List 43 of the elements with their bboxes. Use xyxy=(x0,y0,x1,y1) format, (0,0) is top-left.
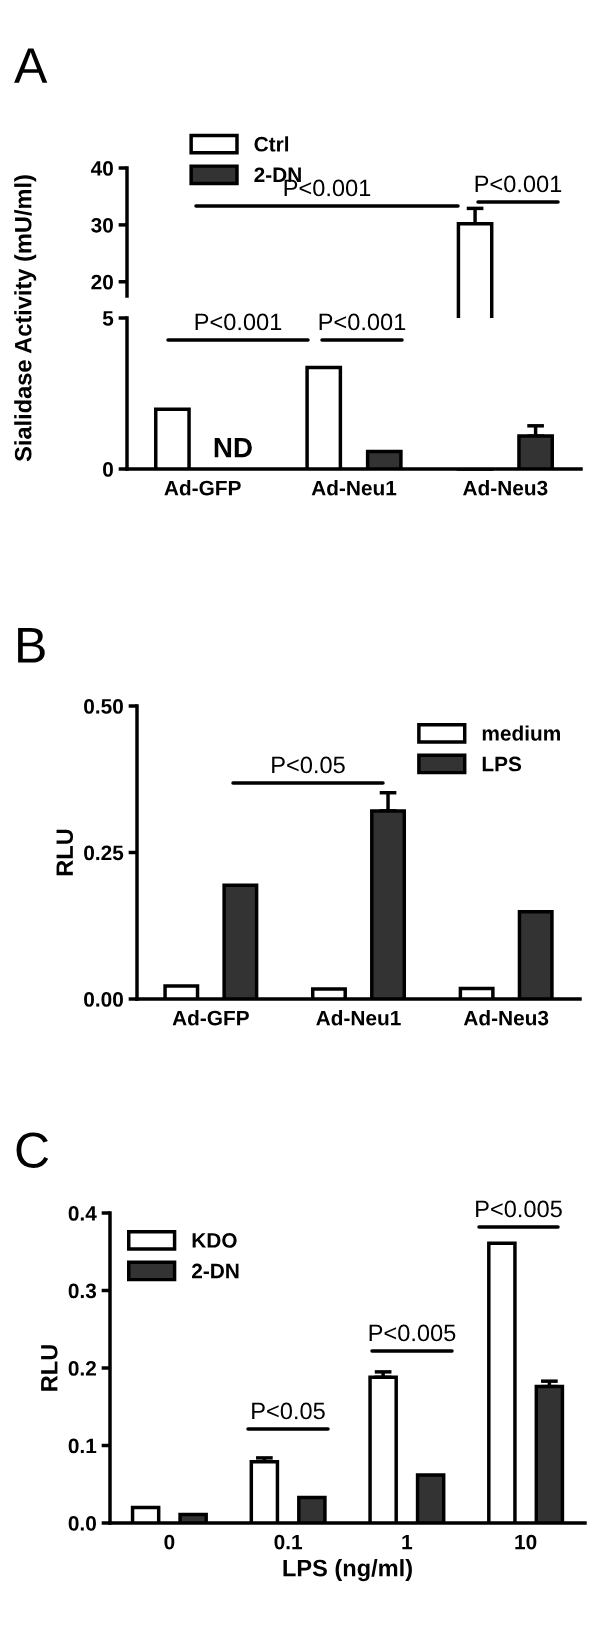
y-axis-title: Sialidase Activity (mU/ml) xyxy=(14,175,37,462)
y-tick-label: 5 xyxy=(102,311,114,326)
x-tick-label: 10 xyxy=(515,1534,537,1550)
text: ND xyxy=(214,438,252,458)
y-tick-label: 0.2 xyxy=(68,1361,96,1376)
x-tick-label: Ad-Neu3 xyxy=(463,480,548,496)
y-tick-label: 0.00 xyxy=(84,992,123,1007)
x-tick-label: 0 xyxy=(164,1534,175,1550)
chart-title: B xyxy=(18,628,45,663)
legend-label: LPS xyxy=(482,756,522,772)
x-tick-label: 0.1 xyxy=(274,1534,303,1550)
annotation: P<0.001 xyxy=(319,313,406,331)
y-tick-label: 0.25 xyxy=(84,845,124,861)
chart-title: C xyxy=(16,1132,49,1168)
x-tick-label: Ad-Neu1 xyxy=(311,480,397,496)
x-tick-label: Ad-Neu3 xyxy=(463,1010,549,1026)
annotation: P<0.005 xyxy=(476,1200,562,1218)
legend-label: Ctrl xyxy=(254,136,289,152)
y-tick-label: 40 xyxy=(90,161,113,176)
annotation: P<0.001 xyxy=(195,313,282,331)
annotation: P<0.05 xyxy=(252,1402,325,1420)
annotation: P<0.001 xyxy=(475,175,562,193)
y-axis-title: RLU xyxy=(41,1345,58,1391)
annotation: P<0.05 xyxy=(272,756,345,774)
legend-label: KDO xyxy=(192,1233,237,1248)
y-tick-label: 0 xyxy=(103,462,113,477)
y-tick-label: 0.50 xyxy=(84,699,123,714)
legend-label: 2-DN xyxy=(191,1263,239,1279)
y-tick-label: 30 xyxy=(91,217,113,233)
y-axis-title: RLU xyxy=(56,829,74,876)
y-tick-label: 0.0 xyxy=(68,1516,96,1531)
annotation: P<0.005 xyxy=(369,1324,456,1342)
legend-label: medium xyxy=(482,725,560,741)
x-tick-label: 1 xyxy=(402,1534,413,1550)
y-tick-label: 0.3 xyxy=(68,1283,97,1299)
x-tick-label: Ad-GFP xyxy=(172,1010,249,1026)
y-tick-label: 0.4 xyxy=(68,1206,97,1221)
x-axis-title: LPS (ng/ml) xyxy=(283,1559,412,1582)
x-tick-label: Ad-GFP xyxy=(164,480,241,496)
chart-title: A xyxy=(14,48,48,83)
x-tick-label: Ad-Neu1 xyxy=(316,1010,401,1026)
y-tick-label: 0.1 xyxy=(68,1438,97,1454)
y-tick-label: 20 xyxy=(91,274,113,290)
